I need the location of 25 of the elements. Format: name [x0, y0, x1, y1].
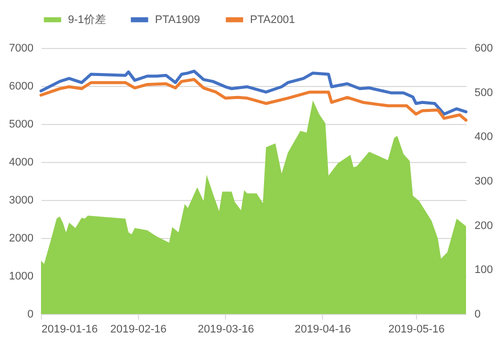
- y-tick-label: 3000: [9, 194, 34, 206]
- y-tick-label: 5000: [9, 118, 34, 130]
- line-series: [40, 70, 468, 116]
- line-series: [40, 78, 468, 122]
- legend-label: 9-1价差: [68, 14, 106, 26]
- legend-label: PTA2001: [250, 14, 296, 26]
- y2-tick-label: 300: [474, 176, 493, 188]
- legend-label: PTA1909: [155, 14, 200, 26]
- x-tick-label: 2019-03-16: [198, 324, 254, 336]
- y-tick-label: 1000: [9, 270, 34, 282]
- y-tick-label: 4000: [9, 156, 34, 168]
- y2-tick-label: 0: [474, 308, 481, 320]
- y-tick-label: 2000: [9, 232, 34, 244]
- y-tick-label: 7000: [9, 42, 34, 54]
- y2-tick-label: 600: [474, 42, 493, 54]
- y2-tick-label: 200: [474, 220, 493, 232]
- y2-tick-label: 100: [474, 264, 493, 276]
- x-tick-label: 2019-01-16: [42, 324, 98, 336]
- x-tick-label: 2019-04-16: [294, 324, 351, 336]
- x-tick-label: 2019-02-16: [110, 324, 167, 336]
- y2-tick-label: 400: [474, 131, 493, 144]
- y2-tick-label: 500: [474, 86, 493, 99]
- x-tick-label: 2019-05-16: [388, 324, 445, 336]
- y-tick-label: 0: [27, 308, 34, 320]
- y-tick-label: 6000: [9, 80, 34, 92]
